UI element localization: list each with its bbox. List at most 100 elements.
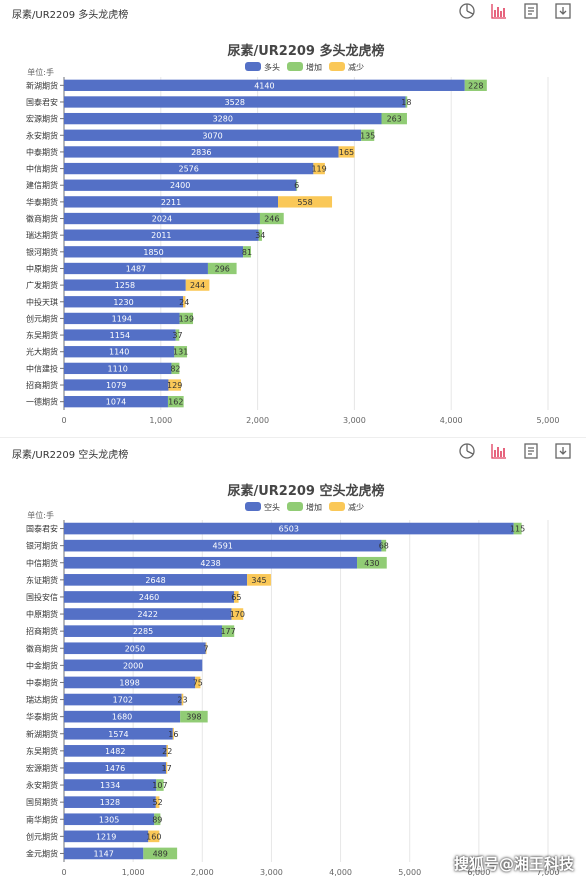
bar-segment-1	[154, 813, 161, 826]
bar-segment-0	[64, 659, 203, 672]
data-label-1: 6	[294, 181, 299, 190]
bar-segment-1	[179, 312, 194, 325]
data-label-2: 16	[168, 730, 178, 739]
bar-segment-0	[64, 847, 144, 860]
category-label: 银河期货	[26, 247, 58, 257]
data-label-0: 4140	[254, 81, 274, 90]
data-label-0: 1334	[100, 781, 120, 790]
data-label-1: 228	[468, 81, 483, 90]
download-icon[interactable]	[554, 2, 572, 20]
bar-segment-2	[183, 296, 186, 308]
data-label-2: 129	[167, 381, 182, 390]
data-label-1: 37	[172, 331, 182, 340]
bar-segment-0	[64, 556, 358, 569]
bar-segment-0	[64, 229, 259, 241]
category-label: 中金期货	[26, 660, 58, 670]
x-tick-label: 3,000	[343, 416, 366, 425]
data-view-icon[interactable]	[522, 2, 540, 20]
bar-segment-2	[181, 693, 184, 706]
data-label-0: 2011	[151, 231, 171, 240]
legend-swatch-1	[287, 502, 303, 511]
legend-swatch-1	[287, 62, 303, 71]
bar-segment-2	[166, 762, 168, 774]
data-label-0: 1574	[108, 730, 128, 739]
bar-segment-1	[361, 129, 375, 141]
bar-segment-1	[180, 710, 208, 723]
legend-swatch-0	[245, 62, 261, 71]
data-label-0: 1680	[112, 713, 132, 722]
bar-segment-2	[172, 727, 174, 740]
bar-segment-0	[64, 591, 235, 603]
bar-segment-1	[464, 79, 487, 91]
category-label: 瑞达期货	[26, 695, 58, 705]
data-label-2: 23	[177, 696, 187, 705]
data-label-0: 2400	[170, 181, 190, 190]
bar-segment-0	[64, 212, 260, 225]
category-label: 徽商期货	[26, 214, 58, 224]
bar-segment-0	[64, 830, 149, 843]
bar-segment-1	[258, 229, 262, 241]
data-label-0: 2422	[138, 610, 158, 619]
x-tick-label: 1,000	[149, 416, 172, 425]
data-label-1: 68	[379, 542, 389, 551]
data-label-0: 1482	[105, 747, 125, 756]
legend-label-1: 增加	[306, 502, 322, 512]
chart-toolbar	[458, 2, 572, 20]
data-label-1: 263	[387, 115, 402, 124]
bar-segment-1	[171, 362, 180, 375]
bar-segment-0	[64, 779, 157, 791]
bar-segment-0	[64, 813, 155, 826]
category-label: 银河期货	[26, 541, 58, 551]
data-view-icon[interactable]	[522, 442, 540, 460]
x-tick-label: 6,000	[467, 868, 490, 877]
bar-segment-0	[64, 762, 167, 774]
category-label: 招商期货	[26, 626, 58, 636]
pie-chart-icon[interactable]	[458, 442, 476, 460]
bar-segment-0	[64, 727, 173, 740]
bar-segment-0	[64, 112, 382, 125]
bar-chart-icon[interactable]	[490, 2, 508, 20]
data-label-2: 7	[203, 644, 208, 653]
bar-segment-1	[174, 346, 188, 358]
data-label-0: 4238	[200, 559, 220, 568]
category-label: 永安期货	[26, 780, 58, 790]
x-tick-label: 4,000	[329, 868, 352, 877]
data-label-2: 160	[146, 832, 161, 841]
category-label: 华泰期货	[26, 712, 58, 722]
pie-chart-icon[interactable]	[458, 2, 476, 20]
data-label-0: 2050	[125, 644, 145, 653]
category-label: 国投安信	[26, 592, 58, 602]
category-label: 东证期货	[26, 575, 58, 585]
bar-segment-0	[64, 710, 181, 723]
bar-segment-1	[296, 179, 298, 191]
category-label: 广发期货	[26, 280, 58, 290]
category-label: 中泰期货	[26, 677, 58, 687]
data-label-0: 1328	[100, 798, 120, 807]
category-label: 招商期货	[26, 380, 58, 390]
data-label-1: 82	[170, 364, 180, 373]
data-label-2: 165	[339, 148, 354, 157]
data-label-0: 1898	[119, 678, 139, 687]
data-label-0: 4591	[213, 542, 233, 551]
data-label-0: 1305	[99, 815, 119, 824]
bar-segment-0	[64, 96, 406, 108]
data-label-0: 6503	[279, 525, 299, 534]
bar-chart-icon[interactable]	[490, 442, 508, 460]
bar-segment-0	[64, 574, 248, 586]
bar-segment-0	[64, 608, 232, 620]
data-label-2: 65	[231, 593, 241, 602]
bar-segment-2	[166, 745, 168, 757]
x-tick-label: 2,000	[191, 868, 214, 877]
x-tick-label: 5,000	[398, 868, 421, 877]
data-label-1: 177	[220, 627, 235, 636]
data-label-0: 3280	[213, 115, 233, 124]
data-label-2: 75	[193, 678, 203, 687]
unit-label: 单位:手	[27, 510, 54, 520]
download-icon[interactable]	[554, 442, 572, 460]
data-label-0: 3070	[202, 131, 222, 140]
category-label: 中信期货	[26, 164, 58, 174]
data-label-2: 345	[251, 576, 266, 585]
bar-segment-0	[64, 362, 172, 375]
category-label: 创元期货	[26, 313, 58, 323]
data-label-2: 17	[162, 764, 172, 773]
